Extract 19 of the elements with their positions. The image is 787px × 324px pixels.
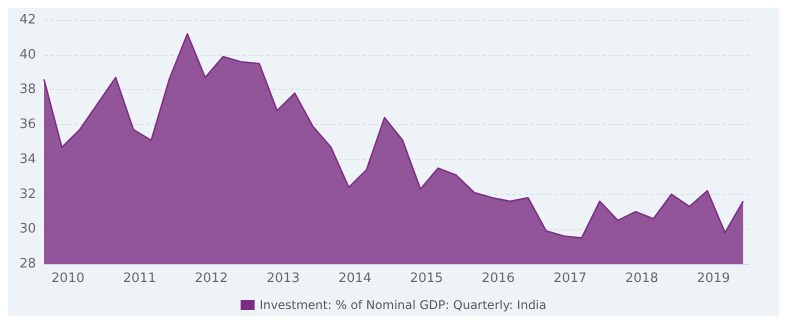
y-tick-label: 38 — [19, 82, 36, 98]
y-tick-label: 36 — [19, 117, 36, 132]
x-tick-label: 2016 — [482, 271, 515, 286]
y-tick-label: 40 — [19, 47, 36, 62]
x-tick-label: 2012 — [194, 271, 228, 286]
x-tick-label: 2010 — [51, 271, 85, 286]
x-tick-label: 2011 — [123, 271, 156, 286]
x-tick-label: 2014 — [338, 271, 372, 286]
x-tick-label: 2019 — [696, 271, 730, 286]
y-tick-label: 30 — [19, 222, 36, 237]
y-tick-label: 28 — [19, 256, 36, 272]
x-tick-label: 2015 — [410, 271, 444, 286]
legend-label: Investment: % of Nominal GDP: Quarterly: India — [260, 298, 546, 312]
x-tick-label: 2013 — [266, 271, 300, 286]
y-tick-label: 42 — [19, 12, 36, 28]
x-tick-label: 2017 — [554, 271, 587, 286]
y-tick-label: 32 — [19, 186, 36, 202]
x-tick-label: 2018 — [625, 271, 658, 286]
y-tick-label: 34 — [19, 152, 36, 167]
